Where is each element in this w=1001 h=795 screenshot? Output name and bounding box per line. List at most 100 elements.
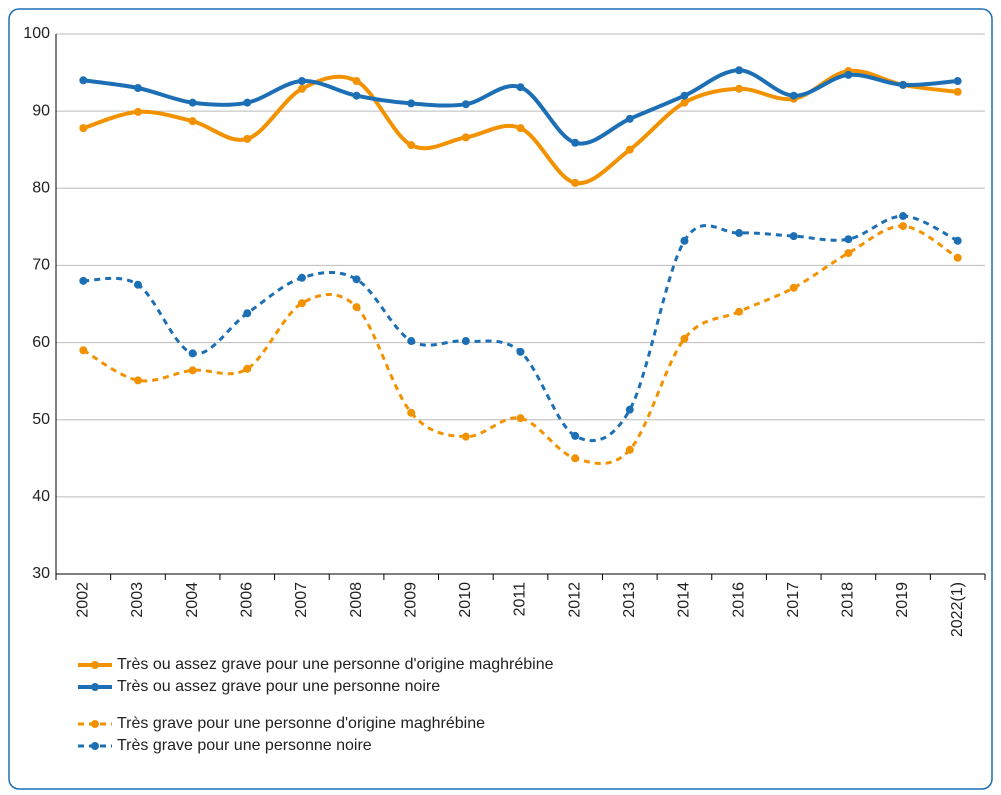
- data-point: [79, 76, 88, 85]
- data-point: [625, 145, 634, 154]
- x-tick-label: 2004: [184, 582, 201, 618]
- data-point: [953, 87, 962, 96]
- data-point: [571, 454, 580, 463]
- data-point: [133, 107, 142, 116]
- data-point: [516, 414, 525, 423]
- data-point: [188, 366, 197, 375]
- data-point: [188, 117, 197, 126]
- data-point: [407, 337, 416, 346]
- data-point: [352, 91, 361, 100]
- data-point: [571, 178, 580, 187]
- data-point: [407, 408, 416, 417]
- legend-marker: [91, 661, 99, 669]
- data-point: [407, 99, 416, 108]
- data-point: [461, 432, 470, 441]
- data-point: [625, 445, 634, 454]
- y-tick-label: 90: [32, 102, 50, 119]
- data-point: [899, 80, 908, 89]
- y-tick-label: 70: [32, 257, 50, 274]
- data-point: [407, 141, 416, 150]
- data-point: [243, 364, 252, 373]
- data-point: [461, 133, 470, 142]
- y-tick-label: 100: [23, 25, 50, 42]
- legend-label: Très ou assez grave pour une personne d'…: [117, 656, 554, 673]
- data-point: [844, 235, 853, 244]
- x-tick-label: 2009: [402, 582, 419, 618]
- x-tick-label: 2008: [348, 582, 365, 618]
- data-point: [133, 84, 142, 92]
- data-point: [789, 91, 798, 100]
- legend-marker: [91, 720, 99, 728]
- data-point: [953, 236, 962, 245]
- data-point: [680, 91, 689, 100]
- data-point: [789, 283, 798, 292]
- data-point: [188, 98, 197, 107]
- x-tick-label: 2012: [566, 582, 583, 618]
- y-tick-label: 30: [32, 565, 50, 582]
- data-point: [79, 346, 88, 355]
- data-point: [352, 303, 361, 312]
- x-tick-label: 2002: [75, 582, 92, 618]
- x-tick-label: 2010: [457, 582, 474, 618]
- data-point: [461, 100, 470, 109]
- y-tick-label: 50: [32, 411, 50, 428]
- data-point: [680, 236, 689, 245]
- data-point: [297, 273, 306, 282]
- data-point: [735, 66, 744, 75]
- y-tick-label: 40: [32, 488, 50, 505]
- data-point: [571, 431, 580, 440]
- data-point: [133, 280, 142, 289]
- data-point: [735, 307, 744, 316]
- legend-label: Très ou assez grave pour une personne no…: [117, 678, 440, 695]
- data-point: [133, 376, 142, 385]
- data-point: [844, 70, 853, 79]
- x-tick-label: 2018: [840, 582, 857, 618]
- y-tick-label: 80: [32, 180, 50, 197]
- data-point: [899, 212, 908, 221]
- series-line: [82, 224, 959, 465]
- x-tick-label: 2016: [730, 582, 747, 618]
- data-point: [516, 347, 525, 356]
- legend-label: Très grave pour une personne d'origine m…: [117, 715, 485, 732]
- data-point: [789, 232, 798, 241]
- y-tick-label: 60: [32, 334, 50, 351]
- x-tick-label: 2022(1): [949, 582, 966, 637]
- legend-marker: [91, 683, 99, 691]
- data-point: [297, 299, 306, 308]
- x-tick-label: 2011: [512, 582, 529, 617]
- data-point: [297, 77, 306, 86]
- x-tick-label: 2017: [785, 582, 802, 618]
- data-point: [735, 84, 744, 93]
- x-tick-label: 2019: [894, 582, 911, 618]
- data-point: [516, 124, 525, 133]
- data-point: [516, 83, 525, 92]
- data-point: [79, 124, 88, 133]
- frame: [8, 8, 993, 790]
- data-point: [571, 138, 580, 147]
- legend-marker: [91, 742, 99, 750]
- data-point: [680, 334, 689, 343]
- data-point: [899, 222, 908, 231]
- x-tick-label: 2014: [676, 582, 693, 618]
- data-point: [680, 98, 689, 107]
- data-point: [243, 309, 252, 318]
- x-tick-label: 2013: [621, 582, 638, 618]
- data-point: [844, 249, 853, 258]
- data-point: [953, 77, 962, 86]
- data-point: [243, 134, 252, 143]
- data-point: [297, 84, 306, 93]
- data-point: [625, 114, 634, 123]
- x-tick-label: 2007: [293, 582, 310, 618]
- data-point: [243, 98, 252, 107]
- series-line: [83, 214, 959, 443]
- data-point: [352, 77, 361, 86]
- data-point: [625, 405, 634, 414]
- x-tick-label: 2006: [238, 582, 255, 618]
- data-point: [188, 349, 197, 358]
- data-point: [352, 275, 361, 284]
- legend-label: Très grave pour une personne noire: [117, 737, 372, 754]
- data-point: [735, 229, 744, 238]
- data-point: [461, 337, 470, 346]
- data-point: [79, 276, 88, 285]
